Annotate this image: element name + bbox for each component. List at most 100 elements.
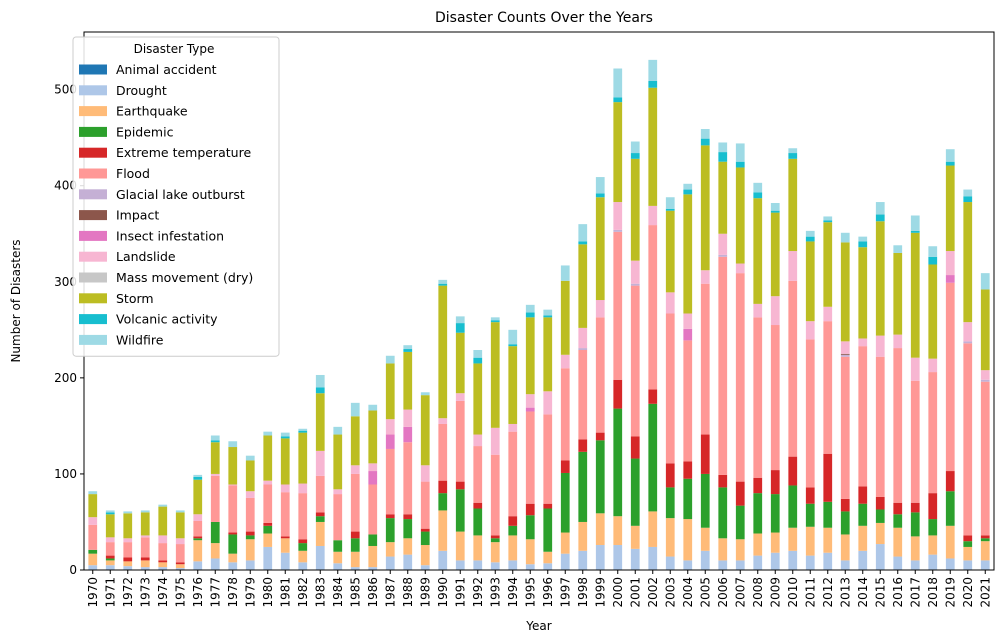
bar-segment-2005-storm [700, 145, 710, 271]
x-tick-label-2012: 2012 [821, 577, 835, 608]
bar-segment-1993-drought [490, 562, 500, 570]
bar-segment-1973-storm [140, 512, 150, 536]
x-axis: 1970 1971 1972 1973 1974 1975 1976 1977 1978 1979… [86, 570, 992, 608]
bar-segment-2006-glacial-lake-outburst [718, 254, 728, 257]
bar-segment-2006-wildfire [718, 142, 728, 153]
bar-segment-2002-wildfire [648, 59, 658, 81]
x-tick-label-1988: 1988 [401, 577, 415, 608]
x-tick-label-1987: 1987 [383, 577, 397, 608]
bar-segment-1994-extreme-temperature [508, 516, 518, 526]
bar-segment-1988-drought [403, 554, 413, 570]
bar-segment-2003-extreme-temperature [665, 463, 675, 488]
bar-segment-1998-flood [578, 350, 588, 440]
bar-segment-2018-storm [928, 264, 938, 359]
bar-segment-2012-epidemic [823, 501, 833, 528]
x-tick-label-2010: 2010 [786, 577, 800, 608]
bars-layer [88, 59, 990, 570]
bar-segment-1994-storm [508, 346, 518, 424]
bar-segment-2001-volcanic-activity [630, 153, 640, 159]
bar-segment-1984-earthquake [333, 551, 343, 564]
x-tick-label-1991: 1991 [453, 577, 467, 608]
x-tick-label-1997: 1997 [558, 577, 572, 608]
bar-segment-2013-landslide [840, 341, 850, 354]
bar-segment-2019-earthquake [945, 525, 955, 559]
bar-segment-1996-wildfire [543, 309, 553, 316]
bar-segment-1987-flood [385, 448, 395, 515]
bar-segment-1973-flood [140, 537, 150, 558]
bar-segment-2009-earthquake [770, 532, 780, 553]
legend-swatch-volcanic-activity [79, 314, 107, 325]
legend-title: Disaster Type [134, 42, 215, 56]
bar-segment-1978-epidemic [228, 534, 238, 554]
bar-segment-1975-storm [175, 512, 185, 539]
x-axis-label: Year [525, 619, 551, 633]
bar-segment-1991-drought [455, 560, 465, 570]
bar-segment-1973-wildfire [140, 510, 150, 513]
x-tick-label-1976: 1976 [191, 577, 205, 608]
bar-segment-1996-epidemic [543, 508, 553, 552]
x-tick-label-2006: 2006 [716, 577, 730, 608]
bar-segment-2009-wildfire [770, 203, 780, 211]
bar-segment-2008-storm [753, 198, 763, 304]
bar-segment-1976-epidemic [193, 538, 203, 541]
bar-segment-2010-storm [788, 158, 798, 252]
bar-segment-1986-epidemic [368, 534, 378, 546]
bar-segment-1990-flood [438, 423, 448, 481]
bar-segment-1988-wildfire [403, 345, 413, 350]
bar-segment-2001-glacial-lake-outburst [630, 283, 640, 286]
bar-segment-2015-wildfire [875, 202, 885, 215]
bar-segment-1973-extreme-temperature [140, 557, 150, 561]
bar-segment-1991-extreme-temperature [455, 481, 465, 490]
bar-segment-2002-drought [648, 546, 658, 570]
bar-segment-2011-landslide [805, 321, 815, 340]
bar-segment-1989-drought [420, 565, 430, 570]
bar-segment-2002-volcanic-activity [648, 81, 658, 88]
bar-segment-1982-storm [298, 432, 308, 484]
bar-segment-2019-landslide [945, 251, 955, 276]
bar-segment-2019-extreme-temperature [945, 471, 955, 492]
bar-segment-1997-earthquake [560, 532, 570, 554]
bar-segment-1994-earthquake [508, 535, 518, 561]
bar-segment-1996-storm [543, 317, 553, 392]
bar-segment-1971-volcanic-activity [105, 512, 115, 515]
bar-segment-1990-extreme-temperature [438, 480, 448, 494]
legend-label-extreme-temperature: Extreme temperature [116, 145, 251, 160]
bar-segment-1980-landslide [263, 480, 273, 485]
legend-items: Animal accident Drought Earthquake Epidemic… [79, 62, 253, 347]
bar-segment-2000-volcanic-activity [613, 97, 623, 103]
bar-segment-2010-landslide [788, 251, 798, 281]
bar-segment-2008-epidemic [753, 493, 763, 534]
bar-segment-2012-extreme-temperature [823, 453, 833, 502]
bar-segment-2001-drought [630, 548, 640, 570]
bar-segment-1971-landslide [105, 537, 115, 543]
bar-segment-1996-drought [543, 563, 553, 570]
bar-segment-2019-epidemic [945, 491, 955, 526]
bar-segment-2002-extreme-temperature [648, 389, 658, 404]
legend-swatch-impact [79, 210, 107, 221]
bar-segment-2005-landslide [700, 270, 710, 284]
bar-segment-2018-epidemic [928, 519, 938, 536]
bar-segment-1992-storm [473, 363, 483, 435]
bar-segment-1985-extreme-temperature [350, 531, 360, 539]
bar-segment-2003-landslide [665, 292, 675, 314]
bar-segment-2011-extreme-temperature [805, 487, 815, 504]
bar-segment-1993-earthquake [490, 542, 500, 563]
bar-segment-1998-storm [578, 244, 588, 328]
bar-segment-2014-landslide [858, 338, 868, 347]
bar-segment-1971-flood [105, 542, 115, 556]
bar-segment-2020-epidemic [963, 541, 973, 547]
bar-segment-2014-flood [858, 346, 868, 487]
bar-segment-1978-extreme-temperature [228, 532, 238, 535]
bar-segment-1999-storm [595, 197, 605, 301]
bar-segment-2009-drought [770, 552, 780, 570]
bar-segment-2003-storm [665, 210, 675, 293]
bar-segment-1992-drought [473, 560, 483, 570]
bar-segment-1982-volcanic-activity [298, 430, 308, 433]
bar-segment-2015-earthquake [875, 522, 885, 545]
bar-segment-2001-extreme-temperature [630, 436, 640, 459]
x-tick-label-1985: 1985 [348, 577, 362, 608]
bar-segment-2018-flood [928, 372, 938, 494]
bar-segment-2012-volcanic-activity [823, 220, 833, 223]
x-tick-label-2017: 2017 [908, 577, 922, 608]
bar-segment-2008-extreme-temperature [753, 477, 763, 494]
